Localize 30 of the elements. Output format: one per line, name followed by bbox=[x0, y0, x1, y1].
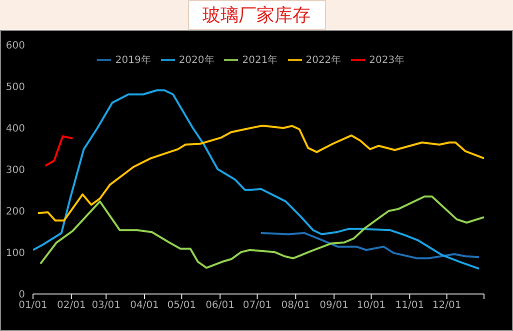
y-tick-label: 400 bbox=[6, 124, 25, 135]
y-tick-label: 300 bbox=[6, 165, 25, 176]
x-tick-label: 12/01 bbox=[432, 300, 462, 312]
x-tick-label: 06/01 bbox=[206, 300, 235, 312]
x-tick-label: 05/01 bbox=[167, 300, 196, 312]
x-tick-label: 02/01 bbox=[56, 300, 86, 312]
y-tick-label: 600 bbox=[6, 40, 25, 52]
line-series bbox=[44, 135, 74, 167]
x-tick-label: 11/01 bbox=[395, 300, 424, 312]
legend-label: 2022年 bbox=[306, 55, 342, 66]
y-tick-label: 500 bbox=[6, 82, 25, 94]
x-tick-label: 07/01 bbox=[242, 300, 272, 312]
y-tick-label: 0 bbox=[18, 290, 25, 301]
x-tick-label: 10/01 bbox=[356, 300, 386, 312]
line-series bbox=[260, 232, 480, 260]
x-tick-label: 08/01 bbox=[281, 300, 310, 312]
legend-label: 2023年 bbox=[369, 55, 405, 66]
line-series bbox=[39, 195, 484, 269]
chart-title: 玻璃厂家库存 bbox=[188, 0, 326, 30]
x-tick-label: 03/01 bbox=[92, 300, 121, 312]
y-tick-label: 200 bbox=[6, 206, 25, 218]
line-series bbox=[33, 89, 480, 270]
y-tick-label: 100 bbox=[6, 248, 25, 260]
x-tick-label: 04/01 bbox=[130, 300, 159, 312]
line-series bbox=[36, 124, 484, 222]
legend-label: 2021年 bbox=[242, 55, 278, 66]
x-tick-label: 09/01 bbox=[320, 300, 348, 312]
legend-label: 2019年 bbox=[115, 55, 151, 66]
x-tick-label: 01/01 bbox=[18, 300, 48, 312]
legend-label: 2020年 bbox=[178, 55, 214, 66]
